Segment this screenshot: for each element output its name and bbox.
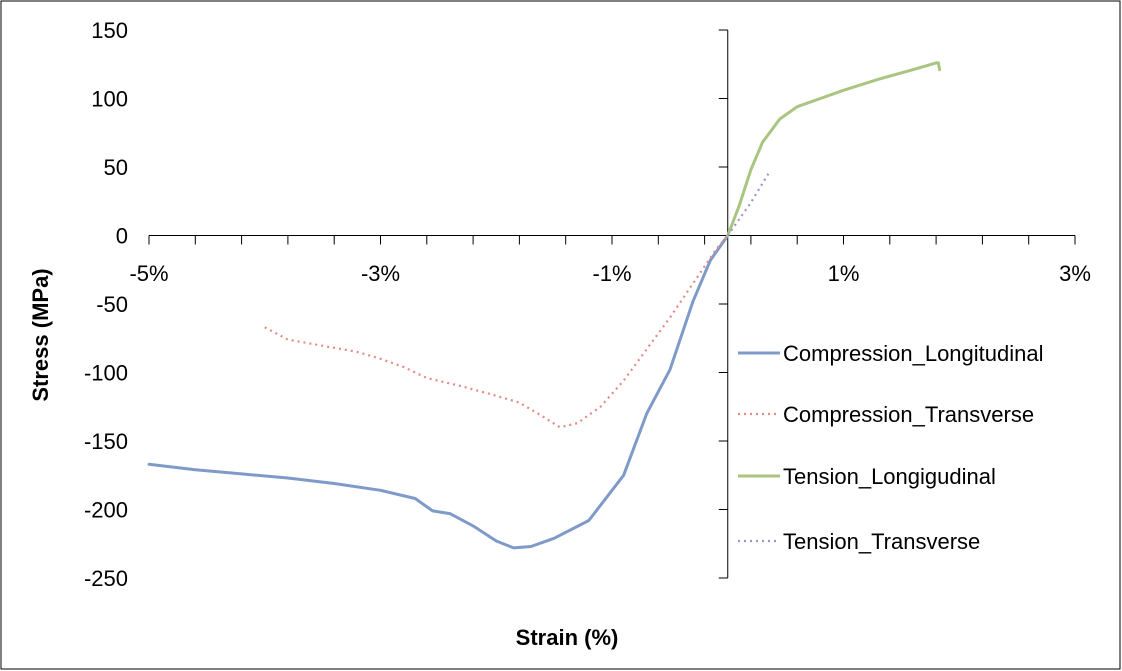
- y-tick-label: 50: [104, 155, 128, 180]
- y-axis-title: Stress (MPa): [28, 268, 53, 401]
- legend-label: Compression_Transverse: [783, 402, 1034, 427]
- x-axis-title: Strain (%): [516, 625, 619, 650]
- legend-label: Compression_Longitudinal: [783, 341, 1044, 366]
- y-tick-label: 100: [91, 87, 128, 112]
- y-tick-label: 150: [91, 18, 128, 43]
- x-tick-label: -5%: [129, 261, 168, 286]
- series-line-3: [726, 61, 942, 237]
- legend-label: Tension_Longigudinal: [783, 464, 996, 489]
- x-tick-label: 1%: [828, 261, 860, 286]
- y-tick-label: -250: [84, 566, 128, 591]
- series-line-4: [726, 173, 770, 237]
- y-tick-label: -200: [84, 498, 128, 523]
- y-tick-label: -150: [84, 429, 128, 454]
- x-tick-label: 3%: [1059, 261, 1091, 286]
- x-tick-label: -1%: [592, 261, 631, 286]
- x-tick-label: -3%: [361, 261, 400, 286]
- legend: Compression_Longitudinal Compression_Tran…: [738, 341, 1044, 554]
- y-axis: 150 100 50 0 -50 -100 -150 -200 -250: [84, 18, 729, 591]
- series-lines: [147, 61, 942, 550]
- y-tick-label: -100: [84, 361, 128, 386]
- series-line-1: [147, 234, 730, 550]
- legend-label: Tension_Transverse: [783, 529, 980, 554]
- y-tick-label: -50: [96, 292, 128, 317]
- y-tick-label: 0: [116, 224, 128, 249]
- x-axis: -5% -3% -1% 1% 3%: [129, 235, 1091, 286]
